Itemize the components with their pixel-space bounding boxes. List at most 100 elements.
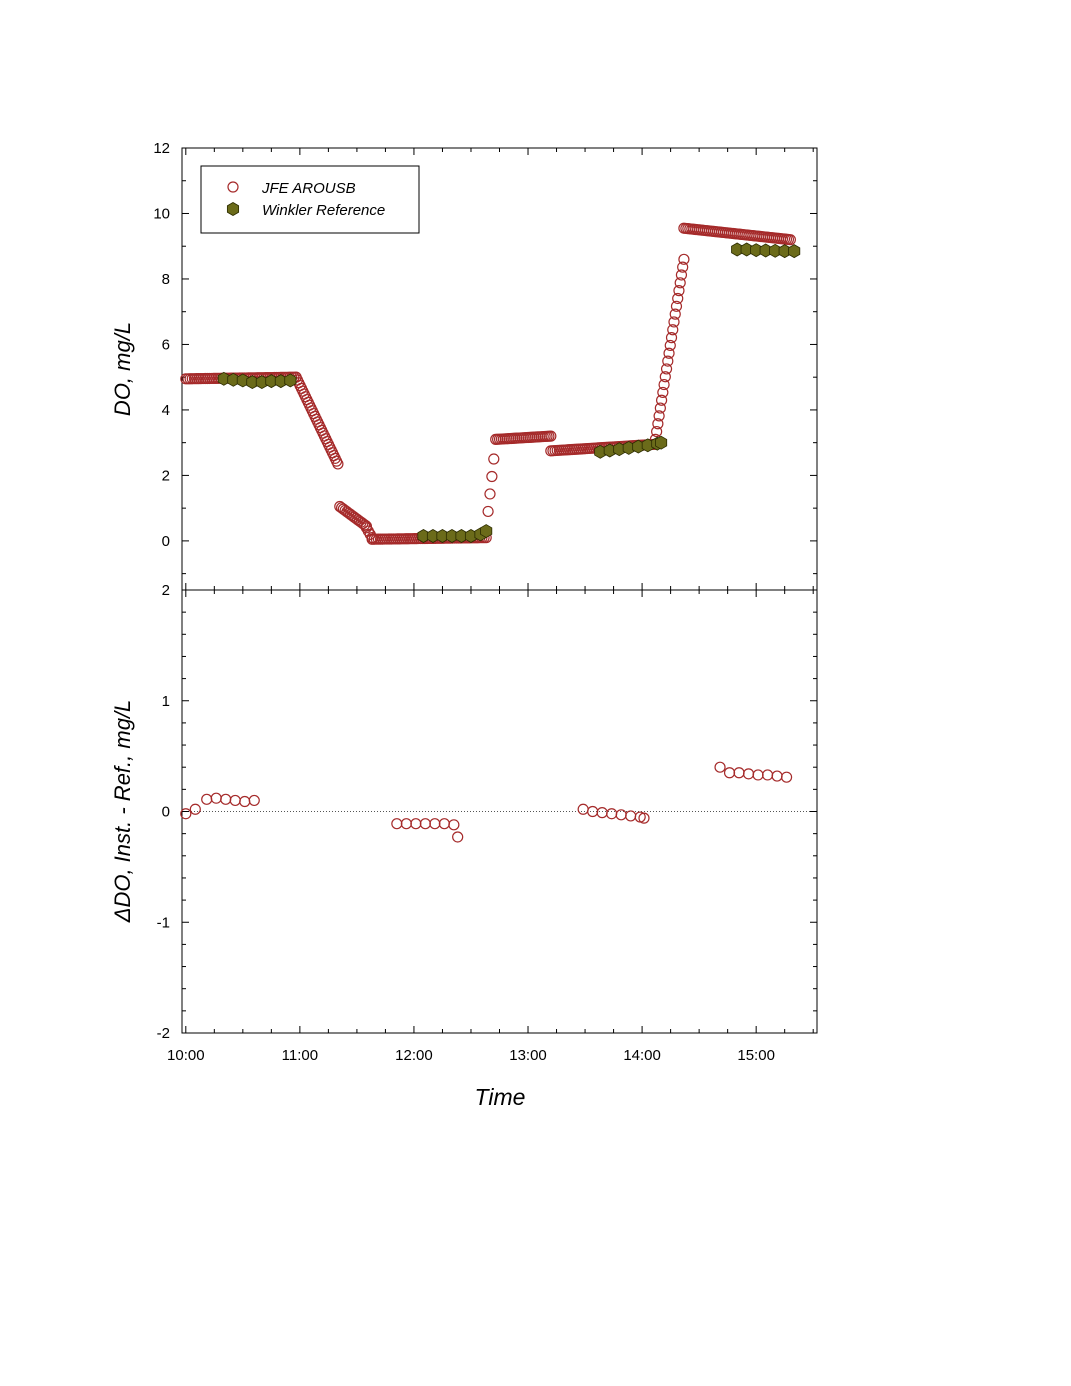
legend: JFE AROUSB Winkler Reference: [200, 165, 420, 234]
difference-point: [606, 808, 618, 820]
difference-point: [410, 818, 422, 830]
jfe-point: [673, 285, 685, 297]
difference-point: [771, 770, 783, 782]
top-y-tick-label: 2: [162, 467, 170, 484]
jfe-point: [784, 234, 796, 246]
x-tick-label: 10:00: [167, 1047, 205, 1064]
legend-box: [200, 165, 420, 234]
winkler-point: [655, 435, 668, 450]
jfe-point: [670, 300, 683, 312]
legend-winkler-marker: [226, 202, 240, 216]
top-panel: 0 2 4 6 8 10 12 DO, mg/L JFE AROUSB Winkler Re…: [110, 140, 818, 591]
jfe-point: [652, 418, 664, 430]
x-tick-labels: 10:00 11:00 12:00 13:00 14:00 15:00: [167, 1047, 775, 1064]
jfe-point: [677, 261, 689, 273]
jfe-point: [659, 371, 671, 383]
jfe-point: [657, 386, 669, 399]
difference-point: [239, 795, 251, 808]
difference-point: [742, 768, 755, 780]
legend-winkler-label: Winkler Reference: [262, 202, 385, 219]
difference-point: [625, 810, 637, 822]
jfe-point: [488, 453, 500, 465]
bottom-panel-ticks: [182, 589, 817, 1034]
jfe-point: [658, 378, 670, 391]
jfe-point: [669, 308, 681, 320]
legend-jfe-label: JFE AROUSB: [261, 180, 356, 197]
top-y-tick-label: 8: [162, 271, 170, 288]
jfe-point: [653, 410, 665, 422]
winkler-point: [284, 373, 297, 388]
difference-series: [180, 761, 793, 843]
jfe-point: [651, 425, 663, 438]
top-panel-ticks: [182, 147, 817, 590]
top-y-tick-label: 10: [153, 205, 170, 222]
top-y-tick-label: 0: [162, 533, 170, 550]
bottom-y-tick-labels: -2 -1 0 1 2: [157, 582, 170, 1042]
x-tick-label: 12:00: [395, 1047, 433, 1064]
bottom-y-tick-label: -1: [157, 914, 170, 931]
jfe-point: [664, 339, 676, 352]
jfe-point: [663, 347, 675, 359]
jfe-point: [662, 355, 674, 367]
difference-point: [723, 767, 736, 779]
difference-point: [577, 803, 589, 815]
jfe-point: [332, 458, 344, 470]
winkler-reference-series: [217, 242, 801, 543]
top-y-axis-title: DO, mg/L: [110, 322, 135, 416]
difference-point: [452, 831, 464, 843]
x-tick-label: 13:00: [509, 1047, 547, 1064]
x-tick-label: 15:00: [737, 1047, 775, 1064]
difference-point: [220, 793, 232, 805]
winkler-point: [236, 373, 249, 388]
bottom-y-tick-label: 2: [162, 582, 170, 599]
difference-point: [180, 808, 192, 820]
top-y-tick-label: 4: [162, 402, 170, 419]
jfe-point: [678, 253, 690, 265]
jfe-point: [672, 292, 684, 305]
jfe-point: [359, 519, 371, 531]
difference-point: [429, 818, 441, 830]
top-y-tick-labels: 0 2 4 6 8 10 12: [153, 140, 170, 550]
legend-jfe-marker: [227, 181, 239, 193]
jfe-point: [655, 394, 668, 406]
top-y-tick-label: 6: [162, 336, 170, 353]
difference-point: [419, 818, 431, 830]
difference-point: [229, 794, 241, 807]
bottom-y-axis-title: ΔDO, Inst. - Ref., mg/L: [110, 700, 135, 924]
difference-point: [448, 819, 460, 831]
x-tick-label: 11:00: [282, 1047, 318, 1064]
jfe-point: [545, 430, 557, 442]
jfe-point: [654, 402, 666, 414]
x-axis-title: Time: [475, 1084, 526, 1110]
difference-point: [733, 767, 745, 779]
difference-point: [615, 809, 627, 821]
jfe-point: [675, 269, 688, 281]
difference-point: [210, 792, 222, 804]
difference-point: [752, 769, 764, 781]
bottom-y-tick-label: 1: [162, 693, 170, 710]
jfe-point: [665, 332, 678, 344]
difference-point: [400, 818, 412, 830]
jfe-point: [486, 470, 498, 483]
jfe-point: [484, 488, 496, 500]
difference-point: [189, 803, 201, 815]
difference-point: [714, 761, 726, 773]
jfe-point: [674, 277, 686, 289]
difference-point: [638, 812, 650, 824]
jfe-point: [667, 324, 679, 336]
difference-point: [438, 818, 450, 830]
bottom-y-tick-label: 0: [162, 804, 170, 821]
jfe-point: [668, 316, 680, 328]
top-y-tick-label: 12: [153, 140, 170, 157]
jfe-point: [482, 505, 494, 518]
winkler-point: [480, 524, 493, 539]
difference-point: [761, 769, 774, 781]
difference-point: [391, 818, 403, 830]
x-tick-label: 14:00: [623, 1047, 661, 1064]
bottom-y-tick-label: -2: [157, 1025, 170, 1042]
difference-point: [248, 794, 260, 807]
difference-point: [201, 793, 213, 805]
difference-point: [596, 807, 608, 819]
bottom-panel-frame: [181, 589, 818, 1034]
